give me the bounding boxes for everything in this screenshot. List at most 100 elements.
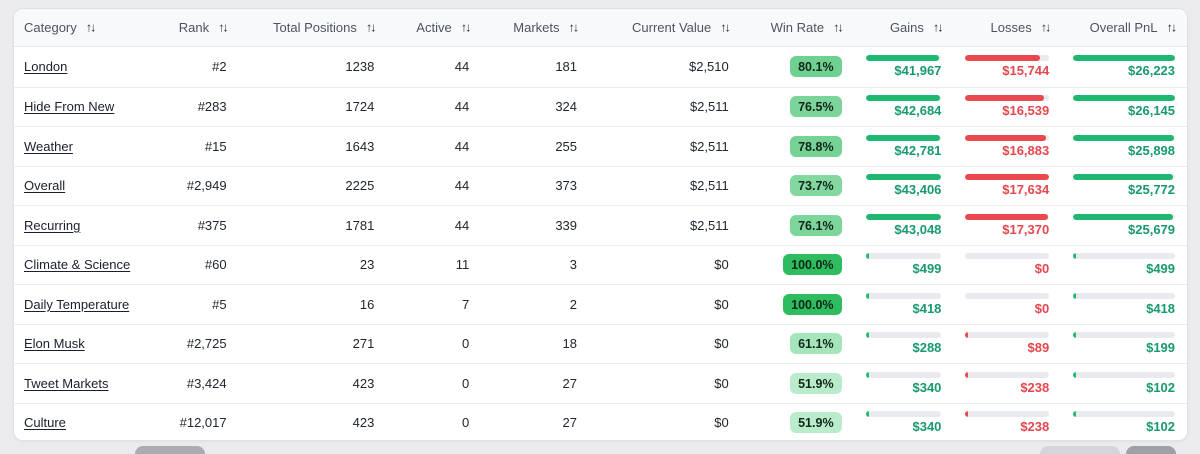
table-row: Daily Temperature #5 16 7 2 $0 100.0% $4…	[14, 284, 1187, 324]
column-header-label: Rank	[178, 20, 210, 35]
current-value-cell: $0	[714, 415, 729, 431]
gains-bar-fill	[865, 213, 941, 220]
markets-cell: 373	[555, 178, 578, 194]
losses-bar	[965, 332, 1050, 339]
overall-pnl-bar	[1073, 411, 1176, 418]
column-header-label: Active	[416, 20, 452, 35]
overall-pnl-bar	[1073, 371, 1176, 378]
category-link[interactable]: Hide From New	[24, 99, 115, 115]
active-cell: 44	[454, 59, 470, 75]
footer-button-right-primary[interactable]	[1126, 446, 1176, 454]
losses-bar-fill	[965, 371, 969, 378]
overall-pnl-bar-fill	[1073, 55, 1176, 62]
column-header-total-positions[interactable]: Total Positions ↑↓	[239, 9, 387, 46]
overall-pnl-bar-fill	[1073, 95, 1175, 102]
column-header-rank[interactable]: Rank ↑↓	[144, 9, 239, 46]
overall-pnl-bar-fill	[1073, 411, 1077, 418]
category-link[interactable]: London	[24, 59, 68, 75]
overall-pnl-bar-fill	[1073, 134, 1174, 141]
category-link[interactable]: Climate & Science	[24, 257, 131, 273]
gains-value: $288	[912, 340, 942, 356]
rank-cell: #60	[204, 257, 227, 273]
active-cell: 11	[455, 257, 470, 273]
category-cell: Culture	[14, 404, 144, 441]
losses-cell: $15,744	[953, 47, 1061, 87]
table-row: Recurring #375 1781 44 339 $2,511 76.1% …	[14, 205, 1187, 245]
column-header-markets[interactable]: Markets ↑↓	[481, 9, 589, 46]
sort-icon[interactable]: ↑↓	[85, 20, 96, 34]
category-stats-table: Category ↑↓ Rank ↑↓ Total Positions ↑↓ A…	[13, 8, 1188, 441]
gains-bar-fill	[865, 95, 941, 102]
active-cell: 44	[454, 99, 470, 115]
column-header-win-rate[interactable]: Win Rate ↑↓	[741, 9, 854, 46]
total-positions-cell: 1724	[345, 99, 375, 115]
column-header-label: Current Value	[632, 20, 712, 35]
losses-value: $17,370	[1002, 221, 1050, 237]
category-link[interactable]: Elon Musk	[24, 336, 85, 352]
overall-pnl-cell: $25,898	[1061, 127, 1187, 166]
sort-icon[interactable]: ↑↓	[218, 20, 228, 34]
rank-cell: #3,424	[186, 375, 227, 391]
current-value-cell: $2,510	[688, 59, 729, 75]
losses-bar-fill	[965, 134, 1046, 141]
markets-cell: 255	[555, 138, 578, 154]
column-header-label: Gains	[889, 20, 924, 35]
current-value-cell: $0	[714, 336, 729, 352]
table-row: Hide From New #283 1724 44 324 $2,511 76…	[14, 86, 1187, 127]
sort-icon[interactable]: ↑↓	[460, 20, 471, 34]
rank-cell: #283	[197, 99, 227, 115]
rank-cell: #2,725	[186, 336, 227, 352]
total-positions-cell: 1643	[345, 138, 375, 154]
sort-icon[interactable]: ↑↓	[568, 20, 579, 34]
win-rate-badge: 100.0%	[783, 293, 842, 315]
sort-icon[interactable]: ↑↓	[1040, 20, 1051, 34]
category-cell: London	[14, 47, 144, 87]
gains-bar	[865, 292, 942, 299]
win-rate-cell: 51.9%	[741, 364, 854, 403]
footer-button-right-secondary[interactable]	[1040, 446, 1120, 454]
losses-bar-fill	[965, 411, 969, 418]
footer-button-left[interactable]	[135, 446, 205, 454]
win-rate-cell: 80.1%	[741, 47, 854, 87]
column-header-active[interactable]: Active ↑↓	[386, 9, 481, 46]
current-value-cell: $2,511	[689, 178, 729, 194]
category-link[interactable]: Recurring	[24, 217, 81, 233]
column-header-overall-pnl[interactable]: Overall PnL ↑↓	[1061, 9, 1187, 46]
column-header-current-value[interactable]: Current Value ↑↓	[589, 9, 741, 46]
gains-cell: $43,406	[854, 167, 954, 206]
sort-icon[interactable]: ↑↓	[365, 20, 376, 34]
gains-cell: $288	[854, 325, 954, 364]
gains-cell: $340	[854, 364, 954, 403]
gains-value: $340	[912, 379, 942, 395]
rank-cell: #12,017	[179, 415, 227, 431]
gains-cell: $42,781	[854, 127, 954, 166]
column-header-label: Total Positions	[273, 20, 357, 35]
column-header-gains[interactable]: Gains ↑↓	[854, 9, 954, 46]
sort-icon[interactable]: ↑↓	[932, 20, 943, 34]
losses-value: $0	[1034, 261, 1050, 277]
sort-icon[interactable]: ↑↓	[833, 20, 843, 34]
column-header-losses[interactable]: Losses ↑↓	[953, 9, 1061, 46]
sort-icon[interactable]: ↑↓	[1166, 20, 1177, 34]
losses-bar	[965, 371, 1050, 378]
overall-pnl-cell: $418	[1061, 285, 1187, 324]
win-rate-cell: 73.7%	[741, 167, 854, 206]
gains-bar	[865, 95, 942, 102]
category-link[interactable]: Daily Temperature	[24, 296, 130, 312]
losses-bar	[965, 411, 1050, 418]
current-value-cell: $0	[714, 257, 729, 273]
losses-cell: $17,370	[953, 206, 1061, 245]
category-link[interactable]: Tweet Markets	[24, 375, 109, 391]
category-cell: Overall	[14, 167, 144, 206]
category-link[interactable]: Culture	[24, 415, 66, 431]
column-header-category[interactable]: Category ↑↓	[14, 9, 144, 46]
sort-icon[interactable]: ↑↓	[720, 20, 730, 34]
gains-bar	[865, 55, 942, 62]
current-value-cell: $2,511	[689, 217, 729, 233]
win-rate-cell: 76.5%	[741, 88, 854, 127]
category-link[interactable]: Weather	[24, 138, 73, 154]
table-body: London #2 1238 44 181 $2,510 80.1% $41,9…	[14, 47, 1187, 441]
category-link[interactable]: Overall	[24, 178, 66, 194]
table-row: Overall #2,949 2225 44 373 $2,511 73.7% …	[14, 165, 1187, 206]
active-cell: 0	[461, 415, 470, 431]
